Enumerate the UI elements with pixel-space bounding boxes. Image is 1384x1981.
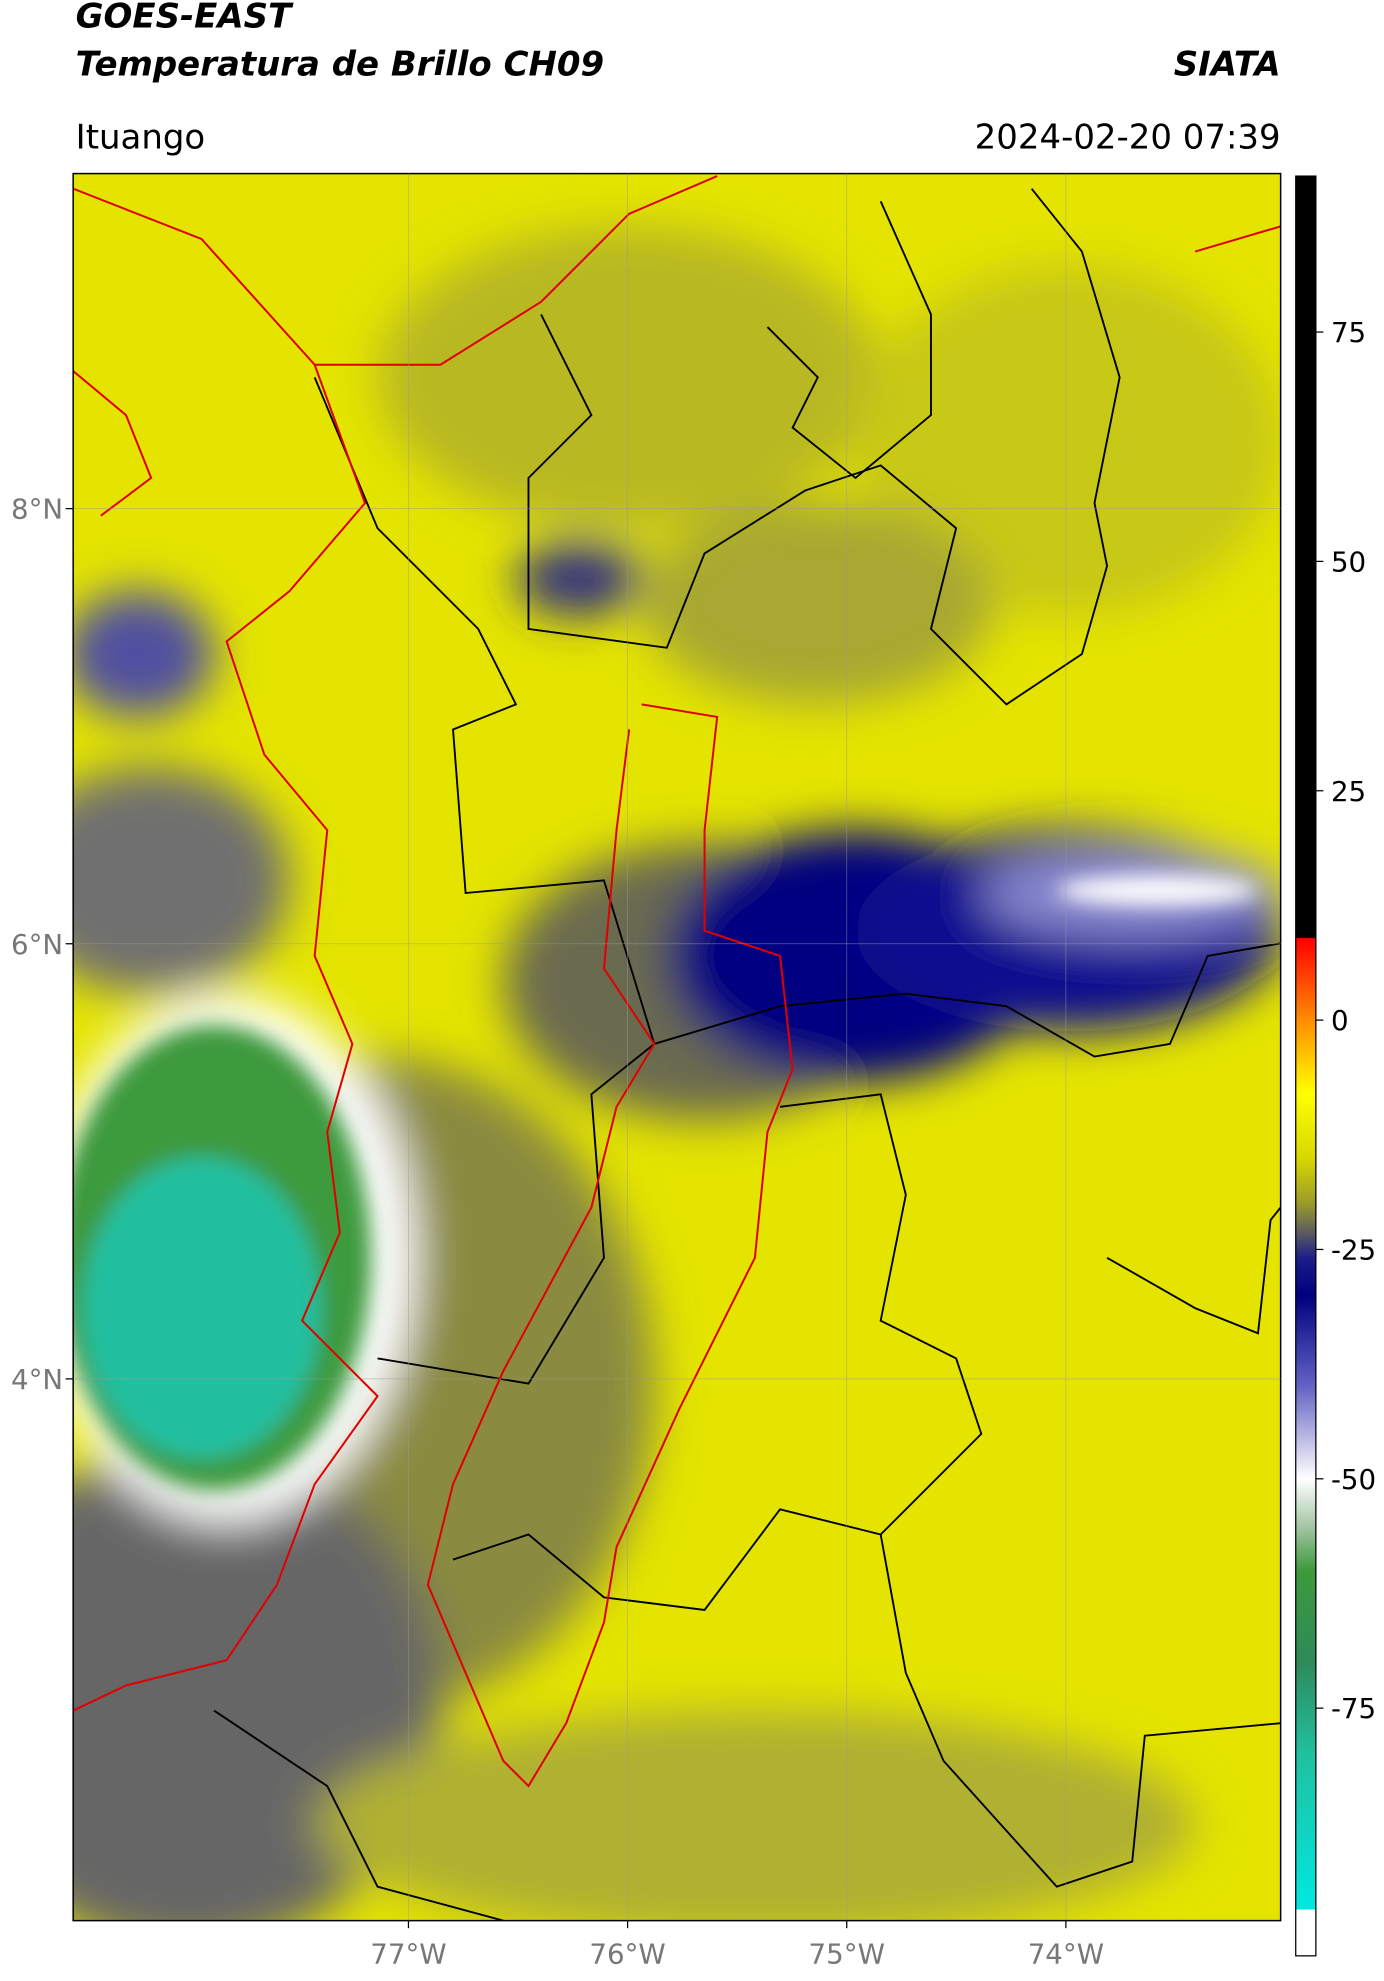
title: GOES-EAST — [76, 0, 294, 37]
subtitle: Temperatura de Brillo CH09 — [76, 44, 604, 84]
x-tick-label: 75°W — [809, 1937, 885, 1970]
map-image — [73, 173, 1281, 1921]
map-frame — [72, 172, 1282, 1922]
colorbar-tick-label: 50 — [1331, 545, 1366, 578]
colorbar-tick-label: 75 — [1331, 316, 1366, 349]
x-tick-label: 77°W — [370, 1937, 446, 1970]
y-tick-label: 8°N — [11, 493, 63, 526]
colorbar-tick-label: 25 — [1331, 775, 1366, 808]
colorbar-tick-label: -25 — [1331, 1234, 1376, 1267]
y-tick-label: 4°N — [11, 1363, 63, 1396]
colorbar — [1295, 175, 1317, 1957]
location: Ituango — [76, 117, 206, 157]
y-tick-label: 6°N — [11, 928, 63, 961]
source: SIATA — [1174, 44, 1281, 84]
colorbar-tick-label: -50 — [1331, 1463, 1376, 1496]
timestamp: 2024-02-20 07:39 — [975, 117, 1281, 157]
colorbar-tick-label: -75 — [1331, 1692, 1376, 1725]
x-tick-label: 76°W — [589, 1937, 665, 1970]
x-tick-label: 74°W — [1028, 1937, 1104, 1970]
colorbar-tick-label: 0 — [1331, 1004, 1349, 1037]
